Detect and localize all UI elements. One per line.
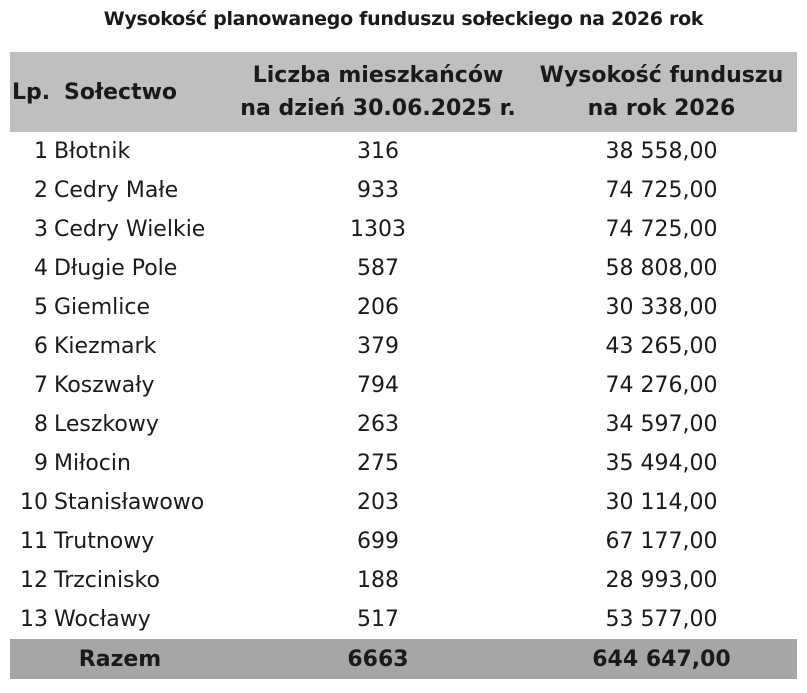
table-row: 11 Trutnowy 699 67 177,00 bbox=[10, 522, 797, 561]
row-solectwo: Leszkowy bbox=[54, 412, 159, 437]
table-row: 10 Stanisławowo 203 30 114,00 bbox=[10, 483, 797, 522]
table-body: 1 Błotnik 316 38 558,00 2 Cedry Małe 933 74 725… bbox=[10, 132, 797, 639]
row-lp: 1 bbox=[34, 139, 48, 164]
table-row: 7 Koszwały 794 74 276,00 bbox=[10, 366, 797, 405]
row-fund: 74 725,00 bbox=[605, 178, 718, 203]
row-fund: 35 494,00 bbox=[605, 451, 718, 476]
table-row: 2 Cedry Małe 933 74 725,00 bbox=[10, 171, 797, 210]
row-solectwo: Trzcinisko bbox=[54, 568, 160, 593]
row-population: 206 bbox=[357, 295, 399, 320]
table-header-row: Lp. Sołectwo Liczba mieszkańców na dzień… bbox=[10, 52, 797, 132]
row-population: 203 bbox=[357, 490, 399, 515]
page-title: Wysokość planowanego funduszu sołeckiego… bbox=[103, 8, 704, 30]
row-fund: 38 558,00 bbox=[605, 139, 718, 164]
row-population: 517 bbox=[357, 607, 399, 632]
table-row: 5 Giemlice 206 30 338,00 bbox=[10, 288, 797, 327]
header-population: Liczba mieszkańców na dzień 30.06.2025 r… bbox=[230, 52, 526, 132]
row-fund: 30 114,00 bbox=[605, 490, 718, 515]
table-row: 12 Trzcinisko 188 28 993,00 bbox=[10, 561, 797, 600]
row-population: 1303 bbox=[350, 217, 406, 242]
row-population: 699 bbox=[357, 529, 399, 554]
row-population: 794 bbox=[357, 373, 399, 398]
row-fund: 30 338,00 bbox=[605, 295, 718, 320]
row-solectwo: Błotnik bbox=[54, 139, 131, 164]
row-lp: 8 bbox=[34, 412, 48, 437]
row-solectwo: Koszwały bbox=[54, 373, 155, 398]
row-population: 933 bbox=[357, 178, 399, 203]
table-row: 9 Miłocin 275 35 494,00 bbox=[10, 444, 797, 483]
row-population: 379 bbox=[357, 334, 399, 359]
row-fund: 34 597,00 bbox=[605, 412, 718, 437]
row-solectwo: Trutnowy bbox=[54, 529, 155, 554]
table-row: 13 Wocławy 517 53 577,00 bbox=[10, 600, 797, 639]
header-fund: Wysokość funduszu na rok 2026 bbox=[526, 52, 797, 132]
table-row: 3 Cedry Wielkie 1303 74 725,00 bbox=[10, 210, 797, 249]
table-total-row: Razem 6663 644 647,00 bbox=[10, 639, 797, 679]
row-lp: 11 bbox=[20, 529, 48, 554]
total-fund: 644 647,00 bbox=[592, 646, 731, 672]
row-lp: 7 bbox=[34, 373, 48, 398]
row-lp: 9 bbox=[34, 451, 48, 476]
row-population: 188 bbox=[357, 568, 399, 593]
row-lp: 12 bbox=[20, 568, 48, 593]
row-fund: 58 808,00 bbox=[605, 256, 718, 281]
header-lp: Lp. bbox=[12, 79, 51, 105]
row-lp: 10 bbox=[20, 490, 48, 515]
row-lp: 2 bbox=[34, 178, 48, 203]
header-fund-line1: Wysokość funduszu bbox=[539, 63, 784, 88]
row-solectwo: Długie Pole bbox=[54, 256, 178, 281]
row-solectwo: Cedry Małe bbox=[54, 178, 179, 203]
row-fund: 53 577,00 bbox=[605, 607, 718, 632]
row-fund: 28 993,00 bbox=[605, 568, 718, 593]
row-population: 275 bbox=[357, 451, 399, 476]
table-row: 1 Błotnik 316 38 558,00 bbox=[10, 132, 797, 171]
row-lp: 13 bbox=[20, 607, 48, 632]
row-fund: 67 177,00 bbox=[605, 529, 718, 554]
row-fund: 74 725,00 bbox=[605, 217, 718, 242]
row-solectwo: Stanisławowo bbox=[54, 490, 205, 515]
fund-table: Lp. Sołectwo Liczba mieszkańców na dzień… bbox=[10, 52, 797, 679]
total-label: Razem bbox=[78, 646, 162, 672]
row-solectwo: Kiezmark bbox=[54, 334, 157, 359]
table-row: 4 Długie Pole 587 58 808,00 bbox=[10, 249, 797, 288]
row-lp: 5 bbox=[34, 295, 48, 320]
header-population-line1: Liczba mieszkańców bbox=[252, 63, 504, 88]
row-lp: 6 bbox=[34, 334, 48, 359]
row-lp: 4 bbox=[34, 256, 48, 281]
row-solectwo: Wocławy bbox=[54, 607, 151, 632]
row-population: 263 bbox=[357, 412, 399, 437]
table-row: 6 Kiezmark 379 43 265,00 bbox=[10, 327, 797, 366]
header-fund-line2: na rok 2026 bbox=[587, 96, 736, 121]
row-population: 316 bbox=[357, 139, 399, 164]
row-lp: 3 bbox=[34, 217, 48, 242]
header-population-line2: na dzień 30.06.2025 r. bbox=[240, 96, 516, 121]
total-population: 6663 bbox=[347, 646, 409, 672]
row-solectwo: Cedry Wielkie bbox=[54, 217, 206, 242]
row-solectwo: Miłocin bbox=[54, 451, 131, 476]
row-fund: 74 276,00 bbox=[605, 373, 718, 398]
row-population: 587 bbox=[357, 256, 399, 281]
header-solectwo: Sołectwo bbox=[64, 79, 178, 105]
row-solectwo: Giemlice bbox=[54, 295, 150, 320]
row-fund: 43 265,00 bbox=[605, 334, 718, 359]
table-row: 8 Leszkowy 263 34 597,00 bbox=[10, 405, 797, 444]
